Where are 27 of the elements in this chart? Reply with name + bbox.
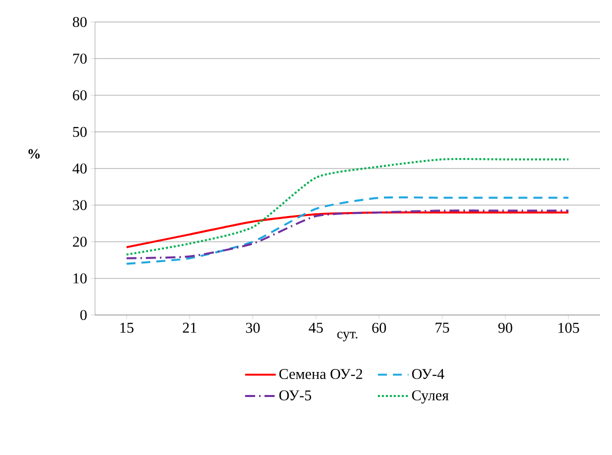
legend-label: ОУ-4 [412,368,444,380]
legend-label: ОУ-5 [279,390,312,400]
y-axis-title: % [28,149,40,159]
legend-label: Сулея [412,390,449,404]
y-tick-label: 10 [74,273,87,284]
x-tick-label: 105 [558,322,580,333]
y-tick-label: 60 [72,90,87,100]
x-tick-label: 21 [182,322,196,333]
y-tick-label: 40 [72,163,87,174]
y-tick-label: 20 [72,236,87,247]
line-series [126,158,570,256]
y-tick-label: 0 [80,310,87,320]
x-tick-label: 90 [498,322,512,333]
legend-label: Семена ОУ-2 [279,368,362,380]
y-tick-label: 80 [72,16,87,28]
x-tick-label: 45 [308,322,323,333]
y-tick-label: 50 [73,126,87,137]
y-tick-label: 70 [73,54,87,64]
x-tick-label: 60 [372,322,386,333]
line-series [126,210,570,260]
y-tick-label: 30 [73,200,87,210]
line-series [126,211,570,248]
x-axis-title: сут. [337,332,358,342]
line-series [126,196,570,265]
x-tick-label: 75 [436,322,450,333]
x-tick-label: 30 [246,322,260,333]
x-tick-label: 15 [120,322,134,333]
